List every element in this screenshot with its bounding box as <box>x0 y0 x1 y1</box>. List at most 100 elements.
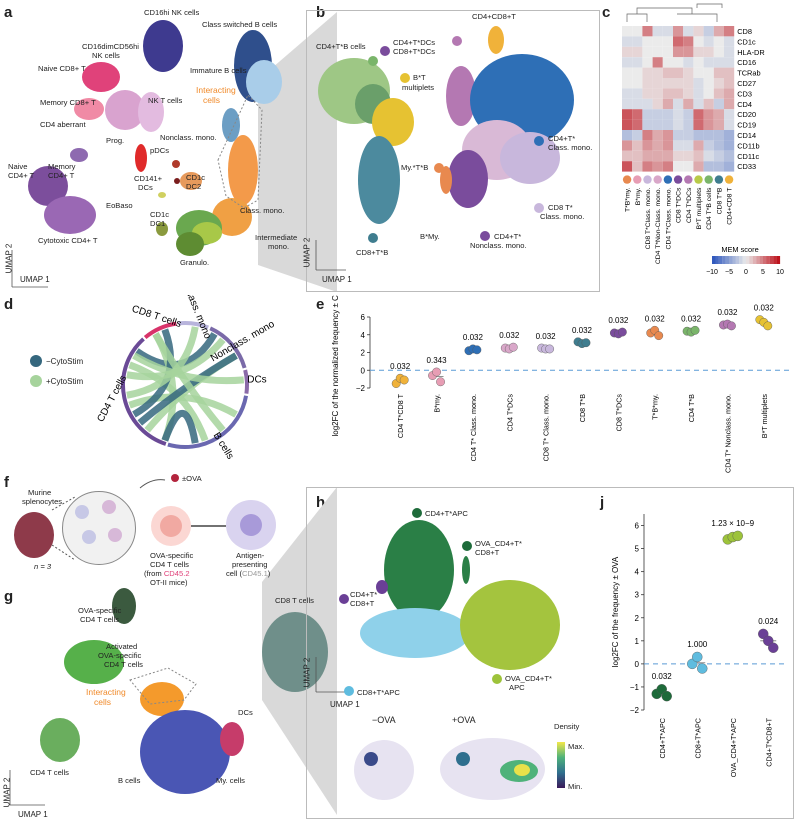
heatmap-cell <box>632 161 643 172</box>
legend-gradient-step <box>718 256 723 264</box>
heatmap-dendrogram <box>626 3 723 22</box>
label-i-density: Density <box>554 722 580 731</box>
marker-h-cd4apc <box>412 508 422 518</box>
chord-arc <box>178 321 209 330</box>
y-tick-label: 2 <box>635 614 640 623</box>
x-tick-label: CD4+T*APC <box>658 718 667 759</box>
spleen-icon <box>14 512 54 558</box>
p-value-label: 0.032 <box>754 304 775 313</box>
heatmap-col-dot <box>643 175 652 184</box>
heatmap-cell <box>713 36 724 47</box>
heatmap-cell <box>652 119 663 130</box>
heatmap-cell <box>713 140 724 151</box>
p-value-label: 0.024 <box>758 617 779 626</box>
heatmap-cell <box>662 150 673 162</box>
heatmap-cell <box>662 130 673 141</box>
heatmap-cell <box>673 67 684 78</box>
heatmap-cell <box>632 88 643 99</box>
p-value-label: 0.032 <box>463 333 484 342</box>
heatmap-row-label: CD11c <box>737 152 759 161</box>
category-group: 0.032 CD8 T* Class. mono. <box>536 332 557 461</box>
heatmap-cell <box>662 140 673 151</box>
panel-b-umap1: UMAP 1 <box>322 275 352 284</box>
label-cd4-aberrant: CD4 aberrant <box>40 120 86 129</box>
label-i-plus-ova: +OVA <box>452 715 476 725</box>
label-antigen: Antigen- <box>236 551 265 560</box>
label-naive-cd4: Naive <box>8 162 28 171</box>
heatmap-cell <box>724 130 735 141</box>
heatmap-row-label: CD27 <box>737 79 756 88</box>
marker-b-mytb <box>434 163 444 173</box>
heatmap-cell <box>642 57 653 68</box>
data-point <box>692 651 703 663</box>
x-tick-label: CD4 T*B <box>687 394 696 422</box>
heatmap-cell <box>642 36 653 47</box>
heatmap-cell <box>622 67 633 78</box>
heatmap-cell <box>632 150 643 162</box>
heatmap-cell <box>652 130 663 141</box>
cells-circle-icon <box>62 491 136 565</box>
heatmap-cell <box>652 150 663 162</box>
heatmap-col-dot <box>714 175 724 184</box>
chord-ribbon <box>161 409 199 444</box>
heatmap-cell <box>632 36 643 47</box>
heatmap-cell <box>622 109 633 120</box>
category-group: 0.024 CD4+T*CD8+T <box>758 617 779 767</box>
heatmap-col-label: CD8 T*Class. mono. <box>645 187 652 249</box>
panel-j-chart: −2 −1 0 1 2 3 4 5 6 log2FC of the frequency ± OVA… <box>611 514 786 777</box>
heatmap-row-label: CD8 <box>737 27 752 36</box>
heatmap-cell <box>622 78 633 89</box>
label-b-mytb: My.*T*B <box>401 163 429 172</box>
heatmap-cell <box>693 109 704 120</box>
heatmap-col-dot <box>633 175 642 184</box>
p-value-label: 0.032 <box>390 362 411 371</box>
heatmap-cell <box>713 67 724 78</box>
heatmap-legend <box>712 256 781 264</box>
p-value-label: 0.032 <box>645 314 666 323</box>
y-tick-label: 4 <box>361 331 366 340</box>
heatmap-cell <box>703 119 714 130</box>
heatmap-cell <box>642 26 653 37</box>
label-b-cd8dc: CD8+T*DCs <box>393 47 435 56</box>
dendrogram-branch <box>626 3 723 22</box>
heatmap-cell <box>673 88 684 99</box>
heatmap-col-dot <box>673 175 683 184</box>
label-i-minus-ova: −OVA <box>372 715 396 725</box>
cd451-text: CD45.1 <box>242 569 268 578</box>
legend-minus-cytostim: −CytoStim <box>46 357 84 366</box>
heatmap-cell <box>703 78 714 89</box>
heatmap-cell <box>683 36 694 47</box>
label-interacting-2: cells <box>203 95 221 105</box>
legend-gradient-step <box>742 256 747 264</box>
heatmap-cell <box>632 78 643 89</box>
cell-text: cell ( <box>226 569 243 578</box>
panel-label-a: a <box>4 4 13 21</box>
label-g-dcs: DCs <box>238 708 253 717</box>
label-b-cd4cd8: CD4+CD8+T <box>472 12 516 21</box>
category-group: 0.032 B*T multiplets <box>754 304 775 439</box>
heatmap-cell <box>724 150 735 162</box>
x-tick-label: T*B*my. <box>651 394 660 420</box>
label-b-cd8cm-2: Class. mono. <box>540 212 585 221</box>
p-value-label: 0.032 <box>572 326 593 335</box>
label-cd16-nk: CD16hi NK cells <box>144 8 200 17</box>
heatmap-cell <box>652 26 663 37</box>
legend-gradient-step <box>749 256 753 264</box>
heatmap-cell <box>683 119 694 130</box>
heatmap-cell <box>662 26 673 37</box>
label-i-max: Max. <box>568 742 585 751</box>
heatmap-cell <box>693 130 704 141</box>
category-group: 0.032 CD8 T*DCs <box>608 316 629 431</box>
panel-label-c: c <box>602 4 611 21</box>
legend-gradient-step <box>756 256 760 264</box>
label-h-ova-2: CD8+T <box>475 548 500 557</box>
heatmap-cell <box>662 46 673 58</box>
category-group: 0.032 CD8 T*B <box>572 326 593 422</box>
label-h-cd4cd8-2: CD8+T <box>350 599 375 608</box>
label-b-cd4nc: CD4+T* <box>494 232 522 241</box>
heatmap-cell <box>693 88 704 99</box>
data-point <box>432 367 441 377</box>
y-tick-label: 2 <box>361 349 366 358</box>
density-colorbar <box>557 742 565 788</box>
